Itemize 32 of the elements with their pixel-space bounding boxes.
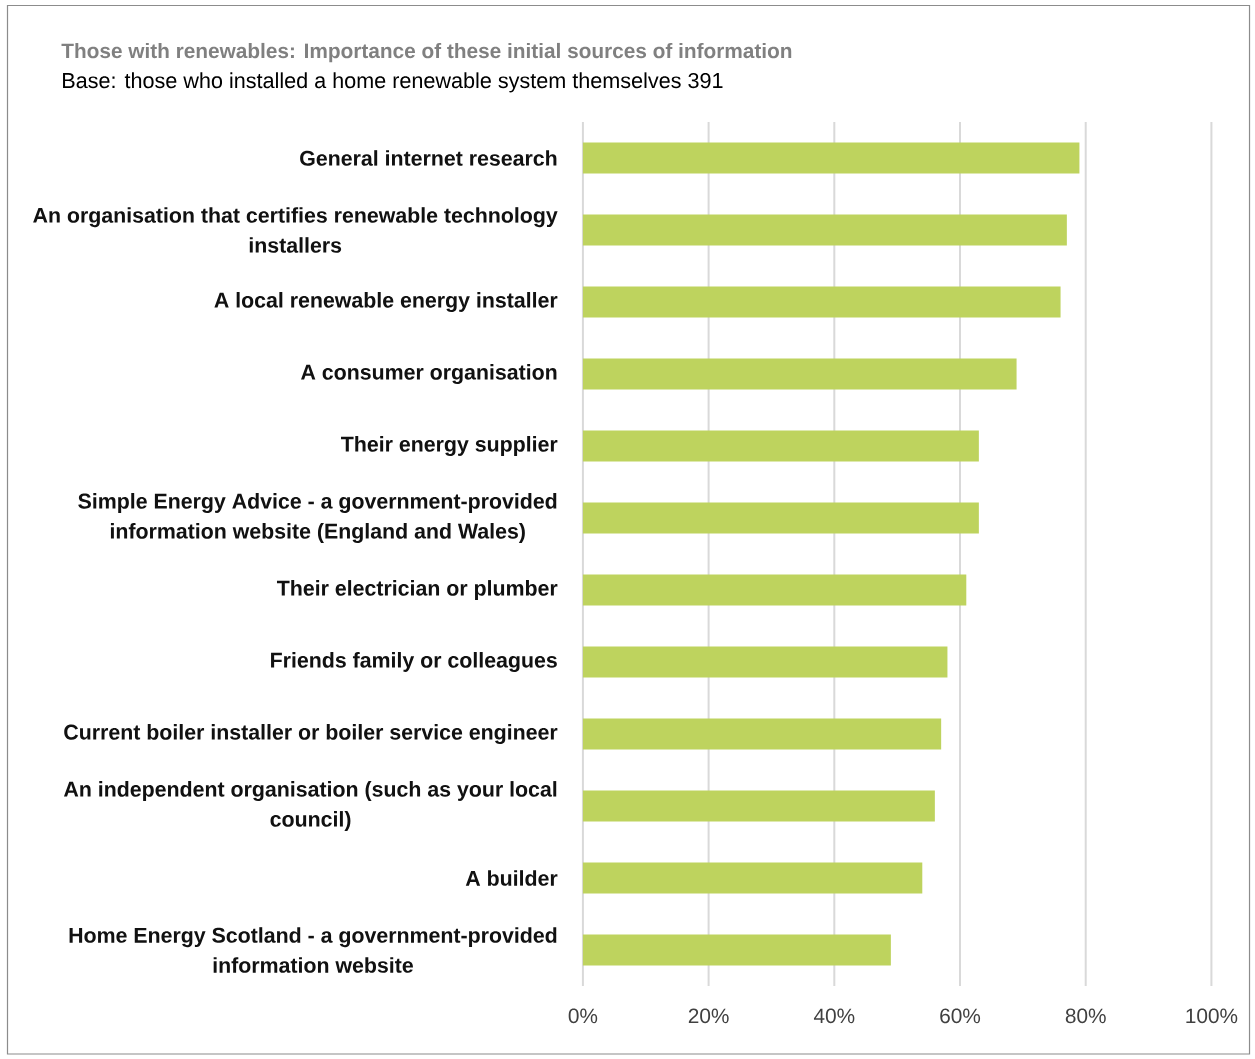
x-tick-label: 60% <box>940 1008 981 1024</box>
bar <box>582 430 979 462</box>
bar <box>582 862 923 894</box>
y-tick-label: Their energy supplier <box>341 436 558 456</box>
y-tick-label: Simple Energy Advice - a government-provided information website (England and Wales) <box>78 493 557 543</box>
y-tick-label: Their electrician or plumber <box>276 580 558 600</box>
y-tick-label: An organisation that certifies renewable technology installers <box>33 207 558 253</box>
y-tick-label: Friends family or colleagues <box>271 652 557 672</box>
bar <box>582 286 1061 318</box>
x-tick-label: 0% <box>568 1008 598 1024</box>
bar <box>582 934 891 966</box>
bar <box>582 574 967 606</box>
y-tick-label: An independent organisation (such as your local council) <box>63 781 557 831</box>
bar <box>582 718 942 750</box>
x-tick-label: 100% <box>1186 1008 1238 1024</box>
y-tick-label: A consumer organisation <box>301 364 557 384</box>
y-tick-label: General internet research <box>300 150 557 166</box>
y-tick-label: Current boiler installer or boiler service engineer <box>64 724 558 744</box>
y-tick-label: Home Energy Scotland - a government-provided information website <box>69 927 557 973</box>
chart-title: Those with renewables: Importance of these initial sources of information <box>61 42 792 63</box>
x-tick-label: 40% <box>813 1008 855 1024</box>
bar <box>582 214 1067 246</box>
y-tick-label: A local renewable energy installer <box>214 292 558 312</box>
y-tick-label: A builder <box>465 870 558 886</box>
bar <box>582 646 948 678</box>
bar <box>582 358 1017 390</box>
bar <box>582 142 1080 174</box>
x-tick-label: 80% <box>1065 1008 1106 1024</box>
x-tick-label: 20% <box>688 1008 729 1024</box>
bar <box>582 502 979 534</box>
text: Base: those who installed a home renewable system themselves 391 <box>63 72 723 93</box>
bar <box>582 790 935 822</box>
